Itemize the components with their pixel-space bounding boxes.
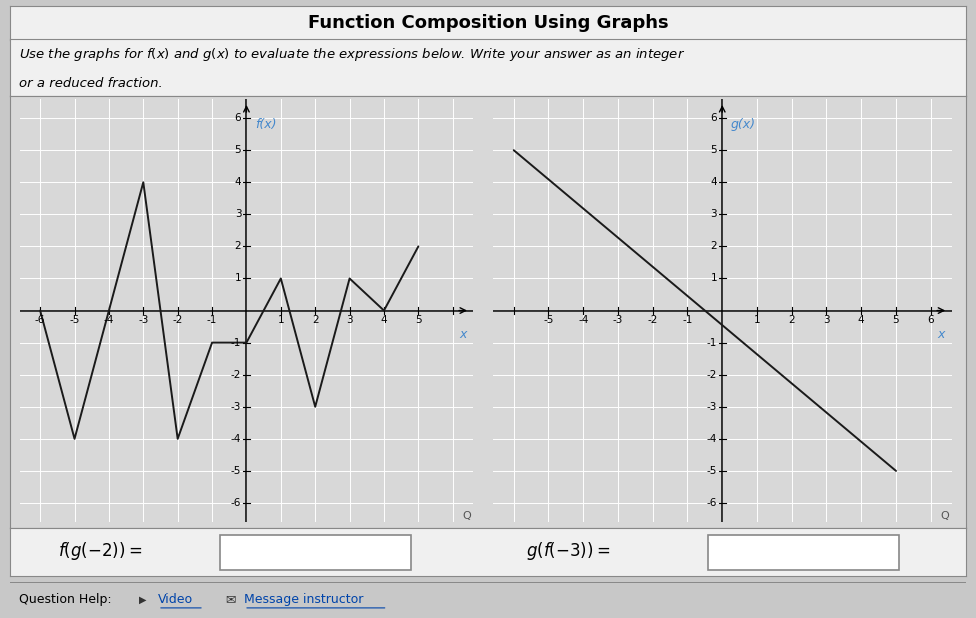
Text: 4: 4 [711,177,717,187]
Text: $f(g(-2)) =$: $f(g(-2)) =$ [58,540,142,562]
Text: -4: -4 [578,315,589,325]
Text: -4: -4 [103,315,114,325]
Text: 5: 5 [893,315,899,325]
Text: ▶: ▶ [139,595,146,604]
Text: 2: 2 [711,242,717,252]
Text: 2: 2 [789,315,795,325]
Text: f(x): f(x) [255,118,276,131]
Text: g(x): g(x) [731,118,756,131]
Text: 5: 5 [234,145,241,155]
Text: -5: -5 [544,315,553,325]
Text: 4: 4 [234,177,241,187]
Text: -2: -2 [707,370,717,379]
Text: 2: 2 [312,315,318,325]
Text: 6: 6 [711,113,717,123]
Text: $g(f(-3)) =$: $g(f(-3)) =$ [526,540,610,562]
Text: 3: 3 [823,315,830,325]
Text: Q: Q [940,511,949,521]
Text: 1: 1 [277,315,284,325]
Text: -3: -3 [231,402,241,412]
Text: -1: -1 [682,315,693,325]
Text: Video: Video [158,593,193,606]
Text: Question Help:: Question Help: [20,593,112,606]
Text: -5: -5 [231,466,241,476]
Text: -2: -2 [647,315,658,325]
Text: 3: 3 [711,210,717,219]
Text: 3: 3 [346,315,353,325]
Text: 3: 3 [234,210,241,219]
Text: Message instructor: Message instructor [244,593,363,606]
FancyBboxPatch shape [708,535,899,570]
Text: -2: -2 [231,370,241,379]
Text: -5: -5 [707,466,717,476]
Text: -6: -6 [707,498,717,508]
Text: -4: -4 [231,434,241,444]
Text: 5: 5 [415,315,422,325]
Text: 1: 1 [753,315,760,325]
Text: 4: 4 [381,315,387,325]
Text: or a reduced fraction.: or a reduced fraction. [20,77,163,90]
Text: x: x [938,328,945,341]
Text: 1: 1 [234,274,241,284]
Text: -1: -1 [231,337,241,347]
Text: Function Composition Using Graphs: Function Composition Using Graphs [307,14,669,32]
Text: Q: Q [462,511,470,521]
Text: -4: -4 [707,434,717,444]
Text: -6: -6 [35,315,45,325]
Text: ✉: ✉ [224,593,235,606]
Text: -3: -3 [613,315,623,325]
Text: -6: -6 [231,498,241,508]
Text: 5: 5 [711,145,717,155]
Text: 2: 2 [234,242,241,252]
Text: -2: -2 [173,315,183,325]
Text: Use the graphs for $f(x)$ and $g(x)$ to evaluate the expressions below. Write yo: Use the graphs for $f(x)$ and $g(x)$ to … [20,46,685,64]
Text: -5: -5 [69,315,80,325]
Text: -3: -3 [707,402,717,412]
Text: x: x [460,328,467,341]
Text: -1: -1 [707,337,717,347]
Text: 6: 6 [234,113,241,123]
Text: 6: 6 [927,315,934,325]
Text: 4: 4 [858,315,865,325]
Text: 1: 1 [711,274,717,284]
Text: -3: -3 [139,315,148,325]
FancyBboxPatch shape [221,535,412,570]
Text: -1: -1 [207,315,218,325]
